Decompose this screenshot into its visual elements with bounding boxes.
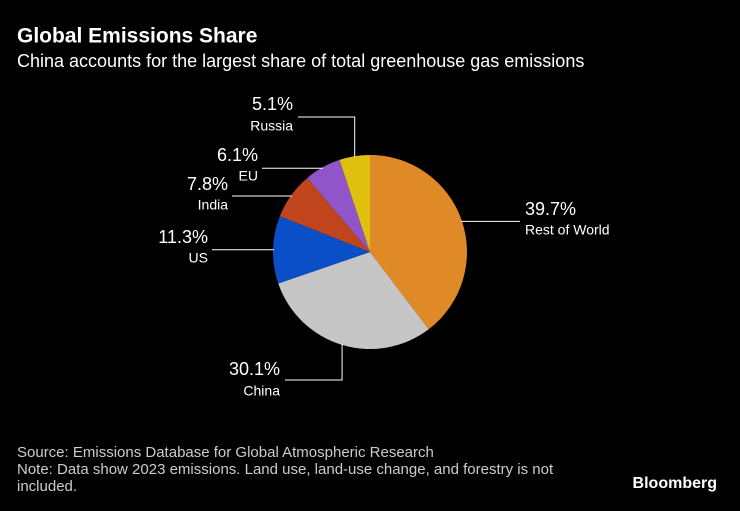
source: Source: Emissions Database for Global At…	[17, 444, 434, 461]
category-label: China	[243, 383, 280, 399]
pie-slice	[370, 155, 467, 330]
category-label: Russia	[250, 118, 293, 134]
data-label: 5.1%	[252, 94, 293, 114]
pie-slice	[307, 159, 370, 252]
data-label: 6.1%	[217, 145, 258, 165]
pie-slice	[279, 177, 370, 252]
pie-slice	[339, 155, 370, 252]
pie-slice	[278, 252, 429, 349]
leader-line	[298, 116, 356, 158]
leader-line	[285, 343, 343, 381]
data-label: 39.7%	[525, 199, 576, 219]
brand: Bloomberg	[633, 475, 717, 492]
data-label: 7.8%	[187, 174, 228, 194]
category-label: US	[189, 250, 208, 266]
category-label: India	[198, 197, 229, 213]
data-label: 30.1%	[229, 359, 280, 379]
category-label: Rest of World	[525, 222, 610, 238]
chart-subtitle: China accounts for the largest share of …	[17, 51, 584, 71]
data-label: 11.3%	[158, 227, 208, 247]
chart-title: Global Emissions Share	[17, 25, 257, 48]
category-label: EU	[239, 168, 258, 184]
pie-slice	[273, 216, 370, 284]
note: Note: Data show 2023 emissions. Land use…	[17, 461, 554, 495]
